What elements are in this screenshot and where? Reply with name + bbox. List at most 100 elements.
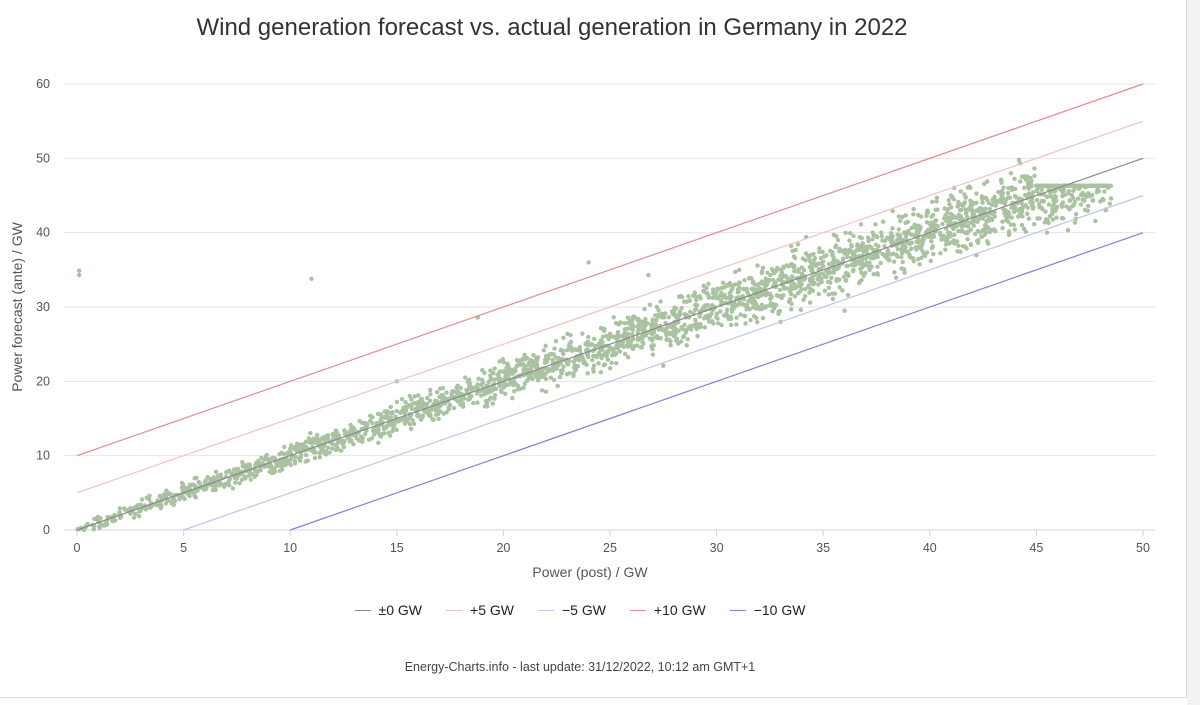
scatter-point [661,327,666,333]
scatter-point [625,355,631,360]
scatter-point [964,214,970,220]
scatter-point [1100,183,1106,189]
scatter-point [137,509,142,514]
scatter-point [213,483,218,488]
scatter-point [561,351,566,357]
scatter-point [616,322,622,327]
scatter-point [845,251,851,256]
scatter-point [367,413,373,418]
scatter-point [143,507,149,512]
scatter-point [277,451,282,457]
scatter-point [615,329,621,335]
scatter-point [237,481,242,486]
scatter-point [240,464,245,469]
scatter-point [920,239,926,244]
scatter-point [727,294,732,300]
scatter-point [914,229,920,234]
scatter-point [947,219,952,225]
scatter-point [615,345,620,351]
legend-label: +5 GW [470,602,514,618]
scatter-point [533,373,538,378]
scatter-point [1019,200,1024,206]
scatter-point [789,274,795,279]
scatter-point [531,359,536,364]
scatter-point [356,438,362,443]
scatter-point [737,280,743,285]
scatter-point [309,276,314,281]
scatter-point [409,406,414,412]
scatter-point [370,421,375,426]
scatter-point [160,493,165,499]
scatter-point [208,476,213,482]
scatter-point [591,336,597,342]
scatter-point [403,408,409,414]
scatter-point [426,408,431,413]
scatter-point [999,189,1005,194]
scatter-point [687,298,692,303]
scatter-point [654,334,660,339]
scatter-point [1026,180,1031,185]
scatter-point [895,246,901,252]
scatter-point [990,227,996,233]
scatter-point [625,315,631,320]
scatter-point [829,275,834,281]
scatter-point [1092,183,1098,189]
scatter-point [807,257,812,262]
scatter-point [1022,174,1027,179]
scatter-point [177,496,182,502]
scatter-point [518,362,523,367]
scatter-point [383,415,389,420]
scatter-point [795,242,801,247]
scatter-point [542,360,548,365]
scatter-point [462,396,467,401]
scatter-point [553,355,559,360]
scatter-point [935,207,940,212]
scatter-point [921,251,926,257]
scatter-point [499,389,504,395]
scatter-point [983,222,988,228]
scatter-point [1082,198,1087,203]
scatter-point [747,307,752,312]
scatter-point [488,368,493,373]
legend-item-plus10[interactable]: +10 GW [629,602,706,618]
scatter-point [541,348,547,353]
scatter-point [614,360,619,366]
scatter-point [749,300,755,305]
scatter-point [748,317,753,323]
scatter-point [378,412,384,417]
scatter-point [314,432,320,438]
scatter-point [834,278,839,284]
scatter-point [672,325,677,331]
scatter-point [1039,187,1045,192]
legend-item-plus5[interactable]: +5 GW [446,602,514,618]
legend-item-minus5[interactable]: −5 GW [537,602,606,618]
scatter-point [719,322,724,328]
scrollbar[interactable] [1187,0,1200,705]
scatter-point [813,272,818,277]
scatter-point [666,337,672,342]
scatter-point [768,272,773,278]
scatter-point [911,258,916,264]
scatter-point [734,315,739,320]
scatter-point [773,302,779,308]
scatter-point [319,444,325,449]
scatter-point [622,327,628,332]
scatter-point [635,337,641,343]
scatter-point [568,332,573,338]
scatter-point [1046,183,1051,189]
scatter-point [943,237,948,243]
scatter-point [387,433,393,438]
legend-item-minus10[interactable]: −10 GW [729,602,805,618]
scatter-point [679,325,684,330]
scatter-point [431,417,436,422]
scatter-point [514,357,520,363]
scatter-point [931,251,936,257]
scatter-point [351,441,356,447]
scatter-point [622,321,627,326]
scatter-point [390,428,395,434]
scatter-point [962,200,967,205]
scatter-point [536,371,542,377]
scatter-point [539,374,544,380]
legend-item-zero[interactable]: ±0 GW [354,602,422,618]
scatter-point [394,408,399,414]
